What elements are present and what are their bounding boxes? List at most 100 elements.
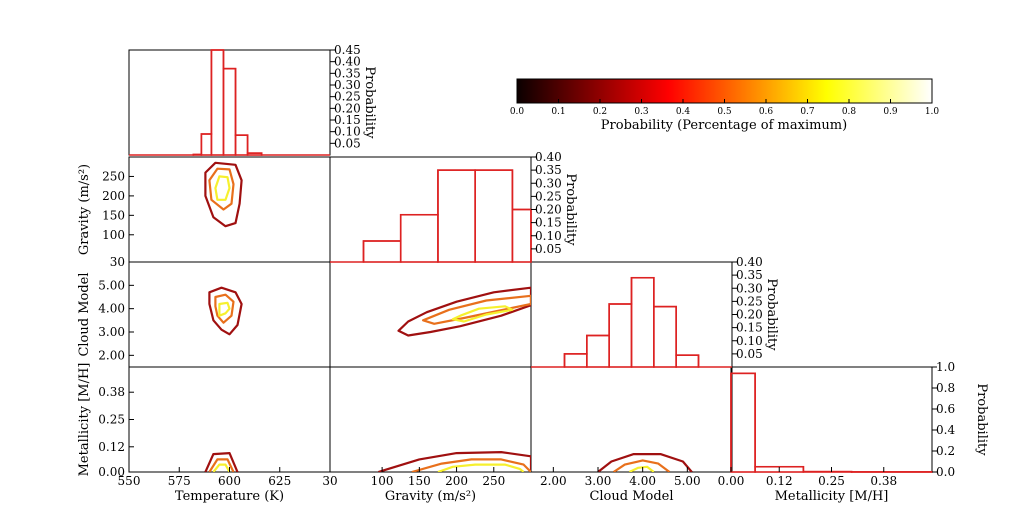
ylabel-cloud-model: Cloud Model: [77, 272, 92, 356]
joint-temperature-vs-cloud-model-frame: [129, 262, 330, 367]
xtick-label-temperature-2: 600: [218, 474, 241, 488]
contours-cloud-model-vs-metallicity: [598, 454, 692, 472]
hist-metallicity-ytick-label-2: 0.4: [936, 423, 955, 437]
hist-cloud-model-ytick-label-1: 0.10: [736, 334, 763, 348]
hist-cloud-model-bar-1: [587, 336, 609, 368]
hist-cloud-model-ytick-label-3: 0.20: [736, 308, 763, 322]
hist-gravity-frame: [330, 157, 531, 262]
hist-temperature-bar-4: [236, 135, 248, 155]
hist-cloud-model-ytick-label-5: 0.30: [736, 281, 763, 295]
hist-cloud-model-ylabel: Probability: [764, 278, 779, 351]
hist-temperature-ytick-label-8: 0.45: [334, 43, 361, 57]
hist-gravity-bar-4: [475, 170, 512, 262]
ytick-label-gravity-4: 250: [102, 169, 125, 183]
ytick-label-cloud-model-1: 3.00: [98, 325, 125, 339]
contours-gravity-vs-metallicity: [378, 452, 531, 472]
xtick-label-temperature-3: 625: [268, 474, 291, 488]
xtick-label-cloud-model-3: 5.00: [674, 474, 701, 488]
xtick-label-metallicity-3: 0.38: [870, 474, 897, 488]
hist-metallicity-ytick-label-3: 0.6: [936, 402, 955, 416]
hist-metallicity-outline: [731, 373, 932, 472]
colorbar-tick-label-1: 0.1: [551, 107, 565, 117]
colorbar-label: Probability (Percentage of maximum): [601, 118, 847, 133]
ytick-label-metallicity-3: 0.38: [98, 385, 125, 399]
contours-temperature-vs-cloud-model: [209, 288, 241, 335]
hist-temperature-ylabel: Probability: [362, 66, 377, 139]
hist-temperature-outline: [129, 50, 330, 155]
ytick-label-cloud-model-3: 5.00: [98, 278, 125, 292]
colorbar-tick-label-3: 0.3: [634, 107, 649, 117]
contours-temperature-vs-gravity: [205, 163, 241, 226]
ytick-label-gravity-1: 100: [102, 228, 125, 242]
contour-level-1: [598, 454, 692, 472]
colorbar-tick-label-4: 0.4: [676, 107, 691, 117]
hist-cloud-model-bar-5: [676, 355, 698, 367]
hist-gravity-ytick-label-2: 0.15: [535, 216, 562, 230]
hist-gravity-ytick-label-5: 0.30: [535, 176, 562, 190]
ylabel-gravity: Gravity (m/s²): [77, 164, 92, 255]
hist-cloud-model-bar-0: [565, 354, 587, 367]
colorbar-tick-label-9: 0.9: [883, 107, 898, 117]
xlabel-gravity: Gravity (m/s²): [385, 489, 476, 504]
contour-level-3: [629, 467, 654, 472]
xtick-label-metallicity-1: 0.12: [766, 474, 793, 488]
ytick-label-cloud-model-2: 4.00: [98, 302, 125, 316]
ytick-label-metallicity-2: 0.25: [98, 413, 125, 427]
ytick-label-metallicity-0: 0.00: [98, 465, 125, 479]
hist-gravity-ylabel: Probability: [563, 173, 578, 246]
joint-cloud-model-vs-metallicity-frame: [531, 367, 732, 472]
hist-metallicity-ylabel: Probability: [974, 383, 989, 456]
colorbar-tick-label-6: 0.6: [759, 107, 774, 117]
contour-level-3: [438, 465, 524, 472]
xtick-label-temperature-1: 575: [168, 474, 191, 488]
colorbar-tick-label-8: 0.8: [842, 107, 857, 117]
hist-cloud-model-ytick-label-2: 0.15: [736, 321, 763, 335]
colorbar-tick-label-7: 0.7: [800, 107, 815, 117]
contour-level-1: [399, 288, 532, 336]
joint-gravity-vs-metallicity-frame: [330, 367, 531, 472]
hist-temperature-bar-1: [201, 134, 211, 155]
contour-level-3: [213, 465, 229, 472]
ytick-label-metallicity-1: 0.12: [98, 440, 125, 454]
hist-gravity-ytick-label-3: 0.20: [535, 203, 562, 217]
ytick-label-cloud-model-0: 2.00: [98, 348, 125, 362]
hist-cloud-model-bar-2: [609, 304, 631, 367]
hist-gravity-ytick-label-1: 0.10: [535, 229, 562, 243]
xlabel-temperature: Temperature (K): [175, 489, 284, 504]
xtick-label-cloud-model-2: 4.00: [629, 474, 656, 488]
hist-gravity-bar-3: [438, 170, 475, 262]
colorbar-tick-label-10: 1.0: [925, 107, 940, 117]
xlabel-cloud-model: Cloud Model: [589, 489, 673, 504]
hist-metallicity-frame: [731, 367, 932, 472]
xtick-label-cloud-model-1: 3.00: [585, 474, 612, 488]
xlabel-metallicity: Metallicity [M/H]: [775, 489, 889, 504]
hist-gravity-ytick-label-6: 0.35: [535, 163, 562, 177]
hist-metallicity-bar-0: [731, 373, 755, 472]
hist-cloud-model-ytick-label-4: 0.25: [736, 294, 763, 308]
hist-temperature-frame: [129, 50, 330, 155]
contours-gravity-vs-cloud-model: [399, 288, 532, 336]
xtick-label-metallicity-2: 0.25: [818, 474, 845, 488]
hist-gravity-ytick-label-0: 0.05: [535, 242, 562, 256]
hist-temperature-bar-3: [223, 69, 235, 155]
xtick-label-gravity-3: 200: [445, 474, 468, 488]
ytick-label-gravity-2: 150: [102, 208, 125, 222]
marks-layer: [129, 50, 937, 472]
contour-level-3: [219, 303, 229, 316]
xtick-label-gravity-2: 150: [408, 474, 431, 488]
colorbar-tick-label-5: 0.5: [717, 107, 732, 117]
contour-level-2: [614, 460, 670, 472]
contours-temperature-vs-metallicity: [205, 453, 237, 472]
xtick-label-cloud-model-0: 2.00: [540, 474, 567, 488]
hist-metallicity-ytick-label-5: 1.0: [936, 360, 955, 374]
hist-cloud-model-bar-4: [654, 307, 676, 367]
contour-level-3: [215, 176, 229, 199]
hist-gravity-ytick-label-4: 0.25: [535, 189, 562, 203]
contour-level-2: [215, 295, 233, 323]
ylabel-metallicity: Metallicity [M/H]: [77, 363, 92, 477]
joint-temperature-vs-metallicity-frame: [129, 367, 330, 472]
colorbar-tick-label-2: 0.2: [593, 107, 607, 117]
hist-metallicity-ytick-label-1: 0.2: [936, 444, 955, 458]
